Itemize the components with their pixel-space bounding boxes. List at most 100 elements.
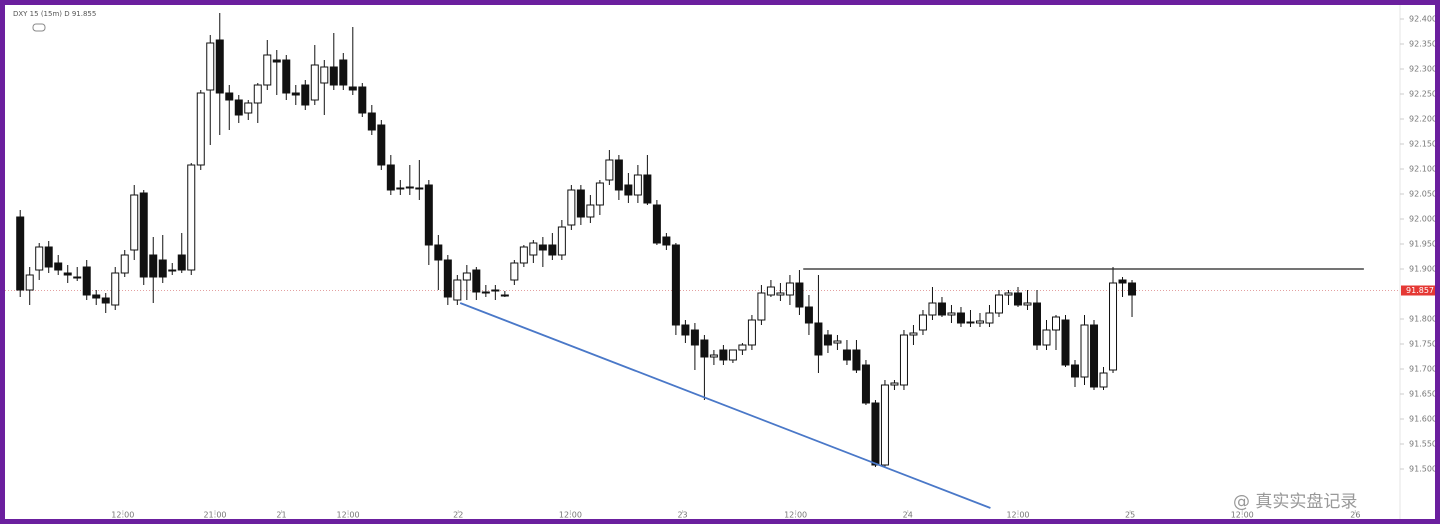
candle-body <box>757 292 766 321</box>
candle-body <box>92 294 101 299</box>
y-tick-label: 92.400 <box>1409 15 1435 24</box>
candle-body <box>424 184 433 246</box>
candle-body <box>187 164 196 271</box>
candle-body <box>633 174 642 196</box>
candle-body <box>899 334 908 386</box>
candle-body <box>947 312 956 316</box>
y-tick-label: 92.250 <box>1409 90 1435 99</box>
candle-body <box>852 349 861 371</box>
candle-body <box>1023 302 1032 306</box>
y-tick-label: 92.100 <box>1409 165 1435 174</box>
candle-body <box>120 254 129 274</box>
candle-body <box>462 272 471 281</box>
trend-line <box>459 302 991 509</box>
candle-body <box>348 86 357 91</box>
candle-body <box>823 334 832 346</box>
y-tick-label: 91.550 <box>1409 440 1435 449</box>
candle-body <box>158 259 167 278</box>
candle-body <box>586 204 595 218</box>
chart-layer: 92.400 92.350 92.300 92.250 92.200 92.150 92.1… <box>5 13 1435 519</box>
candle-body <box>567 189 576 226</box>
candle-body <box>804 306 813 324</box>
candle-body <box>500 294 509 297</box>
x-tick-label: 12:00 <box>1006 511 1029 520</box>
y-tick-label: 91.950 <box>1409 240 1435 249</box>
chart: DXY 15 (15m) D 91.855 @ 真实实盘记录 92.40092.… <box>5 5 1435 519</box>
x-tick-label: 12:00 <box>559 511 582 520</box>
candle-body <box>168 269 177 272</box>
x-tick-label: 25 <box>1125 511 1135 520</box>
candle-body <box>44 246 53 268</box>
candle-body <box>367 112 376 131</box>
candle-body <box>529 242 538 256</box>
candle-body <box>130 194 139 251</box>
candle-body <box>377 124 386 166</box>
candle-body <box>538 244 547 251</box>
x-tick-label: 22 <box>453 511 463 520</box>
candle-body <box>63 272 72 276</box>
candle-body <box>234 99 243 116</box>
candle-body <box>681 324 690 336</box>
candle-body <box>918 314 927 331</box>
candle-body <box>728 349 737 361</box>
candle-body <box>880 384 889 466</box>
candle-body <box>491 289 500 292</box>
candle-body <box>548 244 557 256</box>
candle-body <box>738 344 747 351</box>
candle-body <box>111 272 120 306</box>
candle-body <box>994 294 1003 314</box>
candle-body <box>595 182 604 206</box>
y-tick-label: 92.050 <box>1409 190 1435 199</box>
candle-body <box>747 319 756 346</box>
candle-body <box>16 216 25 291</box>
candle-body <box>101 297 110 304</box>
y-tick-label: 91.750 <box>1409 340 1435 349</box>
candle-body <box>1128 282 1137 296</box>
candle-body <box>25 274 34 291</box>
candle-body <box>405 186 414 189</box>
candle-body <box>310 64 319 101</box>
candle-body <box>291 92 300 96</box>
candle-body <box>928 302 937 316</box>
candle-body <box>434 244 443 261</box>
candle-body <box>719 349 728 361</box>
candle-body <box>785 282 794 296</box>
candle-body <box>396 187 405 190</box>
candle-body <box>1071 364 1080 378</box>
candle-body <box>975 320 984 324</box>
candle-body <box>206 42 215 91</box>
x-tick-label: 23 <box>677 511 687 520</box>
candle-body <box>481 291 490 294</box>
candle-body <box>766 286 775 296</box>
candle-body <box>861 364 870 404</box>
candle-body <box>244 102 253 114</box>
x-tick-label: 12:00 <box>784 511 807 520</box>
candle-body <box>253 84 262 104</box>
candle-body <box>871 402 880 466</box>
candle-body <box>614 159 623 191</box>
last-price-label: 91.857 <box>1406 286 1434 295</box>
indicator-toggle[interactable] <box>32 23 46 32</box>
candle-body <box>776 292 785 296</box>
y-tick-label: 91.700 <box>1409 365 1435 374</box>
candle-body <box>795 282 804 308</box>
y-tick-label: 92.150 <box>1409 140 1435 149</box>
candle-body <box>358 86 367 114</box>
candle-body <box>1090 324 1099 388</box>
candle-body <box>443 259 452 298</box>
candle-body <box>1042 329 1051 346</box>
candle-body <box>35 246 44 271</box>
candle-body <box>177 254 186 271</box>
last-price-box <box>1401 285 1435 296</box>
candle-body <box>662 236 671 246</box>
y-tick-label: 91.900 <box>1409 265 1435 274</box>
candle-body <box>149 254 158 278</box>
candle-body <box>320 66 329 84</box>
chart-title: DXY 15 (15m) D 91.855 <box>13 10 96 18</box>
candle-body <box>833 340 842 344</box>
candle-body <box>909 332 918 336</box>
candle-body <box>519 246 528 264</box>
candle-body <box>1109 282 1118 371</box>
x-tick-label: 21:00 <box>203 511 226 520</box>
candle-body <box>196 92 205 166</box>
